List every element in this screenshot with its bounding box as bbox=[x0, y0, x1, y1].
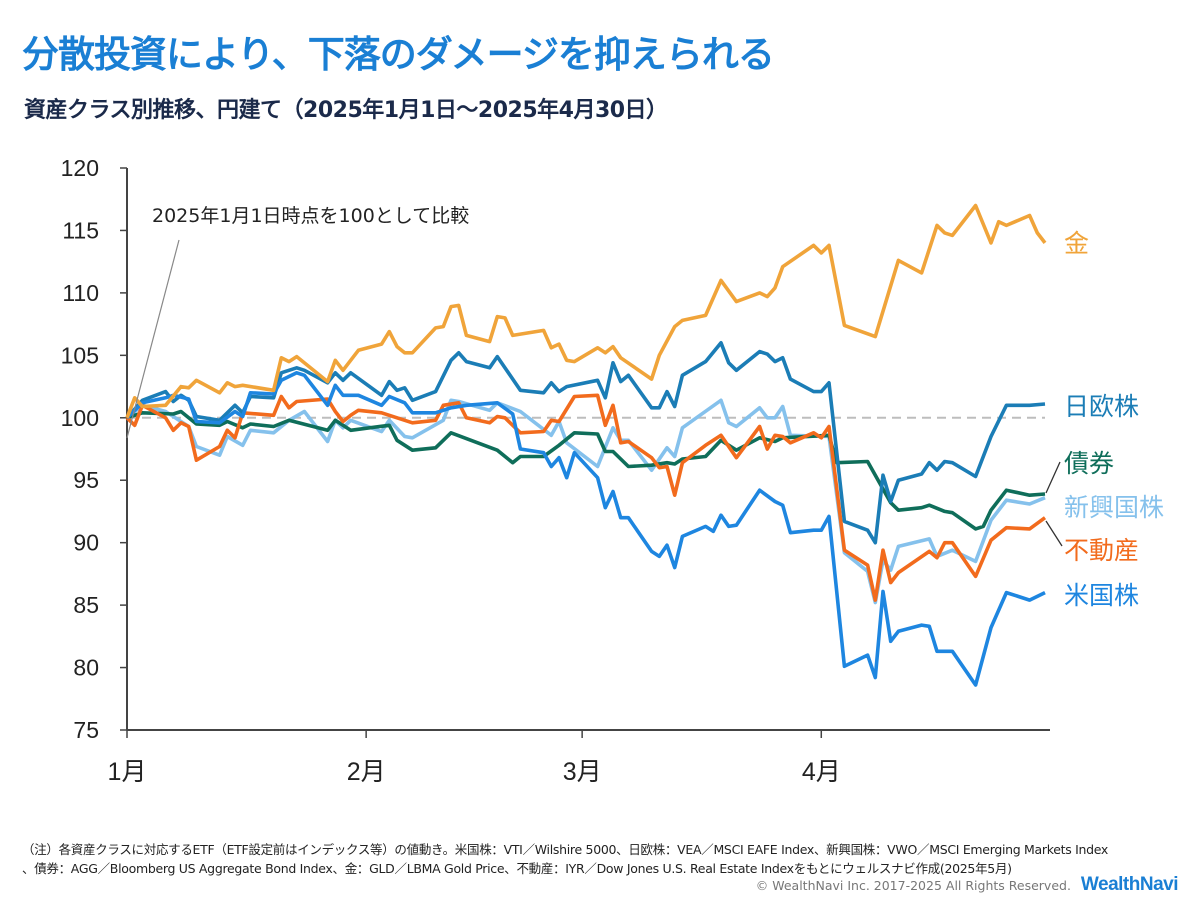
series-line-2 bbox=[126, 409, 1046, 531]
y-tick-label: 80 bbox=[73, 655, 99, 681]
series-line-1 bbox=[125, 341, 1046, 545]
y-tick-label: 115 bbox=[62, 217, 99, 243]
copyright: © WealthNavi Inc. 2017-2025 All Rights R… bbox=[755, 878, 1071, 893]
series-line-5 bbox=[125, 371, 1046, 687]
x-tick-label: 1月 bbox=[108, 758, 147, 786]
page-subtitle: 資産クラス別推移、円建て（2025年1月1日～2025年4月30日） bbox=[24, 98, 668, 123]
series-label-3: 新興国株 bbox=[1064, 493, 1164, 522]
y-tick-label: 120 bbox=[61, 155, 99, 181]
series-label-0: 金 bbox=[1064, 229, 1089, 258]
y-tick-label: 90 bbox=[73, 530, 99, 556]
footnote-line-1: （注）各資産クラスに対応するETF（ETF設定前はインデックス等）の値動き。米国… bbox=[22, 842, 1109, 857]
y-tick-label: 100 bbox=[61, 405, 99, 431]
x-tick-label: 4月 bbox=[802, 758, 841, 786]
bond-leader-line bbox=[1045, 461, 1061, 494]
y-tick-label: 75 bbox=[73, 717, 99, 743]
x-tick-label: 3月 bbox=[563, 758, 602, 786]
footer: © WealthNavi Inc. 2017-2025 All Rights R… bbox=[755, 874, 1179, 896]
page-title: 分散投資により、下落のダメージを抑えられる bbox=[22, 33, 775, 76]
series-lines bbox=[125, 203, 1047, 687]
series-line-3 bbox=[125, 398, 1046, 605]
y-tick-label: 105 bbox=[61, 342, 99, 368]
series-label-2: 債券 bbox=[1064, 449, 1114, 478]
footnote: （注）各資産クラスに対応するETF（ETF設定前はインデックス等）の値動き。米国… bbox=[22, 840, 1108, 878]
footnote-line-2: 、債券：AGG／Bloomberg US Aggregate Bond Inde… bbox=[22, 861, 1012, 876]
series-line-0 bbox=[125, 203, 1047, 419]
chart-annotation: 2025年1月1日時点を100として比較 bbox=[152, 205, 469, 227]
series-label-1: 日欧株 bbox=[1064, 392, 1139, 421]
realestate-leader-line bbox=[1045, 520, 1063, 547]
y-tick-label: 110 bbox=[62, 280, 99, 306]
y-tick-label: 95 bbox=[73, 467, 99, 493]
y-tick-label: 85 bbox=[73, 592, 99, 618]
series-line-4 bbox=[125, 393, 1047, 602]
series-label-5: 米国株 bbox=[1064, 581, 1139, 610]
axes: 75 80 85 90 95 100 105 110 115 120 1月 2月 3月 4月 bbox=[61, 155, 1050, 786]
wealthnavi-logo: WealthNavi bbox=[1080, 874, 1179, 895]
series-label-4: 不動産 bbox=[1064, 536, 1139, 565]
x-tick-label: 2月 bbox=[347, 758, 386, 786]
annotation-leader-line bbox=[126, 239, 180, 439]
